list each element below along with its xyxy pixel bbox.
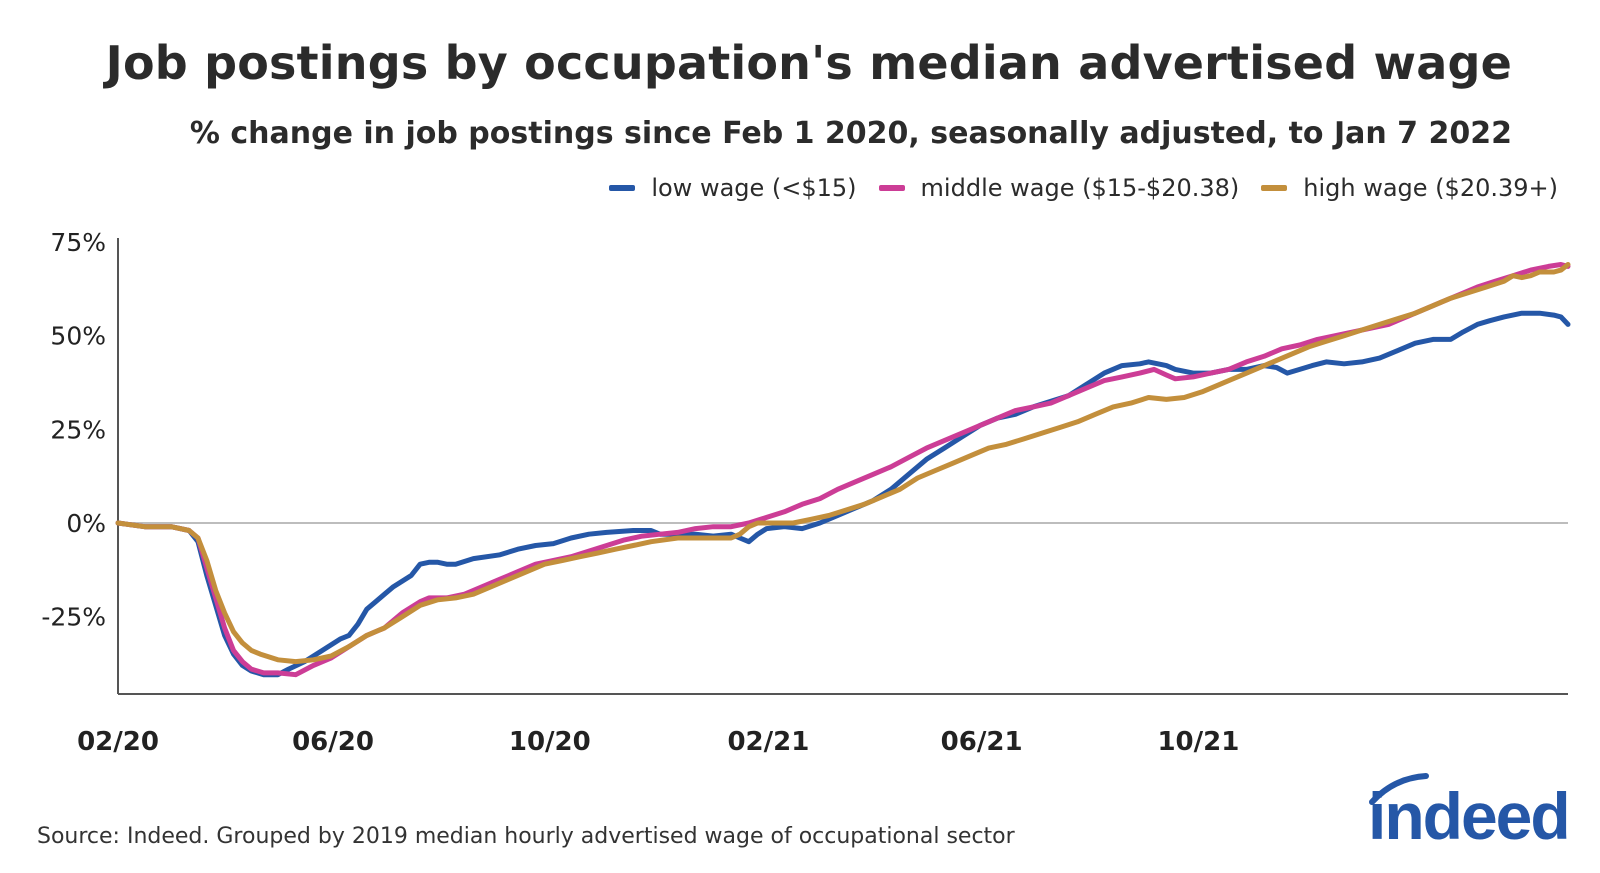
legend-label-middle-wage: middle wage ($15-$20.38) [920, 174, 1240, 202]
series-line-low-wage [115, 310, 1571, 678]
legend-swatch-low-wage [609, 185, 636, 191]
y-tick-label: 0% [66, 509, 106, 538]
indeed-logo: indeed [1368, 772, 1578, 862]
series-line-middle-wage [115, 262, 1571, 678]
y-tick-label: 25% [50, 415, 106, 444]
x-tick-label: 02/21 [727, 727, 809, 757]
y-tick-label: -25% [41, 603, 106, 632]
legend-label-low-wage: low wage (<$15) [651, 174, 857, 202]
chart-subtitle: % change in job postings since Feb 1 202… [189, 116, 1512, 151]
legend-item-low-wage: low wage (<$15) [609, 174, 857, 202]
series-line-high-wage [115, 262, 1571, 665]
legend-swatch-middle-wage [878, 185, 905, 191]
x-tick-label: 06/20 [292, 727, 374, 757]
x-tick-label: 10/20 [509, 727, 591, 757]
legend-swatch-high-wage [1261, 185, 1288, 191]
logo-arc-icon [1369, 773, 1429, 805]
legend-item-middle-wage: middle wage ($15-$20.38) [878, 174, 1240, 202]
y-tick-label: 75% [50, 228, 106, 257]
x-tick-label: 06/21 [941, 727, 1023, 757]
x-tick-label: 02/20 [77, 727, 159, 757]
legend-label-high-wage: high wage ($20.39+) [1303, 174, 1558, 202]
legend-item-high-wage: high wage ($20.39+) [1261, 174, 1558, 202]
logo-wordmark: indeed [1368, 779, 1571, 853]
chart-title: Job postings by occupation's median adve… [105, 36, 1512, 90]
chart-legend: low wage (<$15) middle wage ($15-$20.38)… [587, 174, 1558, 202]
y-tick-label: 50% [50, 322, 106, 351]
x-tick-label: 10/21 [1157, 727, 1239, 757]
source-note: Source: Indeed. Grouped by 2019 median h… [37, 824, 1015, 849]
